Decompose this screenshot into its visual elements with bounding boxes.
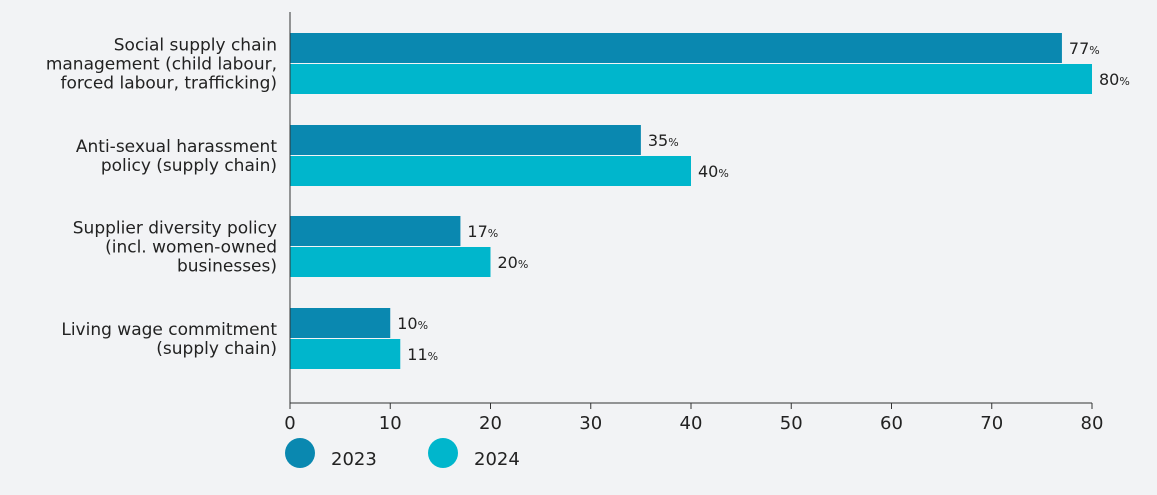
x-tick-label-2: 20 — [479, 413, 502, 434]
value-label-2023-2: 17% — [467, 222, 498, 241]
legend-swatch-2023 — [285, 438, 315, 468]
value-label-2024-3: 11% — [407, 345, 438, 364]
x-tick-label-1: 10 — [379, 413, 402, 434]
x-tick-label-0: 0 — [284, 413, 295, 434]
bar-2023-1 — [290, 125, 641, 155]
value-label-2024-1: 40% — [698, 162, 729, 181]
value-label-2024-0: 80% — [1099, 70, 1130, 89]
bar-2023-2 — [290, 216, 461, 246]
category-label-2: Supplier diversity policy (incl. women-ow… — [73, 219, 277, 277]
bar-2023-3 — [290, 308, 391, 338]
legend-label-2024: 2024 — [474, 449, 520, 470]
value-label-2023-1: 35% — [648, 131, 679, 150]
value-labels-layer: 77% 35% 17% 10% 80% 40% 20% 11% — [397, 39, 1130, 364]
value-label-2024-2: 20% — [498, 253, 529, 272]
x-tick-label-3: 30 — [579, 413, 602, 434]
legend-label-2023: 2023 — [331, 449, 377, 470]
bar-2024-2 — [290, 247, 491, 277]
category-labels-layer: Social supply chain management (child lab… — [46, 36, 278, 360]
x-tick-label-4: 40 — [680, 413, 703, 434]
bars-layer — [290, 33, 1092, 369]
bar-2024-1 — [290, 156, 691, 186]
axes-layer: 0 10 20 30 40 50 60 70 80 — [284, 12, 1103, 434]
bar-2023-0 — [290, 33, 1062, 63]
category-label-1: Anti-sexual harassment policy (supply cha… — [76, 137, 277, 176]
category-label-3: Living wage commitment (supply chain) — [61, 320, 277, 359]
category-label-0: Social supply chain management (child lab… — [46, 36, 277, 94]
bar-2024-0 — [290, 64, 1092, 94]
x-tick-label-6: 60 — [880, 413, 903, 434]
x-tick-label-8: 80 — [1081, 413, 1104, 434]
bar-2024-3 — [290, 339, 401, 369]
legend-swatch-2024 — [428, 438, 458, 468]
legend: 2023 2024 — [285, 438, 520, 470]
x-tick-label-7: 70 — [980, 413, 1003, 434]
value-label-2023-3: 10% — [397, 314, 428, 333]
x-tick-label-5: 50 — [780, 413, 803, 434]
value-label-2023-0: 77% — [1069, 39, 1100, 58]
